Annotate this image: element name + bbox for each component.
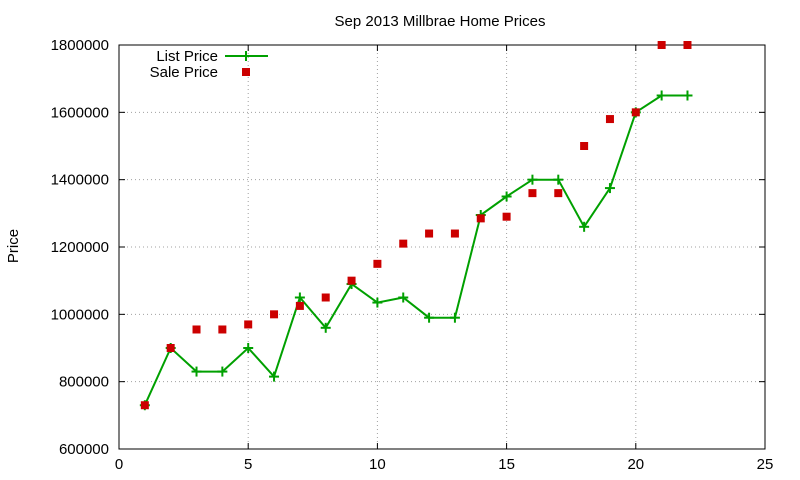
list-price-point	[604, 183, 615, 194]
list-price-point	[269, 371, 280, 382]
sale-price-point	[683, 41, 692, 49]
sale-price-point	[270, 310, 279, 319]
sale-price-point	[631, 108, 640, 117]
list-price-point	[243, 343, 254, 353]
sale-price-point	[605, 115, 614, 124]
sale-price-point	[218, 325, 227, 334]
sale-price-point	[192, 325, 201, 334]
x-tick-label: 5	[244, 456, 252, 473]
list-price-point	[372, 297, 383, 308]
chart-title: Sep 2013 Millbrae Home Prices	[335, 13, 546, 30]
x-tick-labels: 0 5 10 15 20 25	[115, 456, 774, 473]
sale-price-point	[657, 41, 666, 49]
sale-price-point	[476, 214, 485, 223]
sale-price-point	[580, 142, 589, 150]
sale-price-point	[347, 276, 356, 285]
sale-price-point	[399, 239, 408, 248]
sale-price-point	[244, 320, 253, 329]
y-tick-labels: 600000 800000 1000000 1200000 1400000 1600000…	[51, 37, 109, 458]
sale-price-point	[528, 189, 537, 198]
sale-price-point	[166, 344, 175, 352]
sale-price-point	[140, 401, 149, 410]
x-tick-label: 25	[757, 456, 774, 473]
list-price-point	[553, 174, 564, 185]
y-tick-label: 1800000	[51, 37, 109, 54]
list-price-point	[449, 312, 460, 323]
sale-price-point	[502, 212, 511, 221]
x-tick-label: 10	[369, 456, 386, 473]
legend-plus-swatch	[241, 51, 251, 61]
axes	[118, 44, 766, 450]
legend-label: List Price	[156, 48, 218, 65]
list-price-point	[294, 292, 305, 303]
list-price-point	[424, 312, 435, 323]
y-tick-label: 600000	[59, 441, 109, 458]
list-price-point	[191, 366, 202, 377]
x-tick-label: 15	[498, 456, 515, 473]
series-layer	[139, 41, 693, 411]
y-tick-label: 800000	[59, 374, 109, 391]
list-price-point	[656, 90, 667, 101]
list-price-point	[579, 221, 590, 232]
list-price-point	[398, 292, 409, 303]
list-price-point	[682, 90, 693, 101]
list-price-point	[501, 191, 512, 202]
legend-square-swatch	[242, 68, 250, 76]
legend-label: Sale Price	[150, 64, 218, 81]
y-tick-label: 1400000	[51, 172, 109, 189]
list-price-point	[217, 366, 228, 377]
list-price-point	[527, 174, 538, 185]
y-axis-label: Price	[5, 229, 22, 263]
sale-price-point	[450, 229, 459, 238]
list-price-point	[320, 322, 331, 333]
sale-price-point	[425, 229, 434, 238]
sale-price-point	[554, 189, 563, 198]
x-tick-label: 20	[627, 456, 644, 473]
y-tick-label: 1600000	[51, 104, 109, 121]
list-price-line	[143, 94, 688, 406]
grid-lines	[119, 45, 765, 449]
y-tick-label: 1200000	[51, 239, 109, 256]
y-tick-label: 1000000	[51, 306, 109, 323]
sale-price-point	[373, 259, 382, 268]
x-tick-label: 0	[115, 456, 123, 473]
sale-price-point	[321, 293, 330, 302]
sale-price-point	[295, 301, 304, 310]
